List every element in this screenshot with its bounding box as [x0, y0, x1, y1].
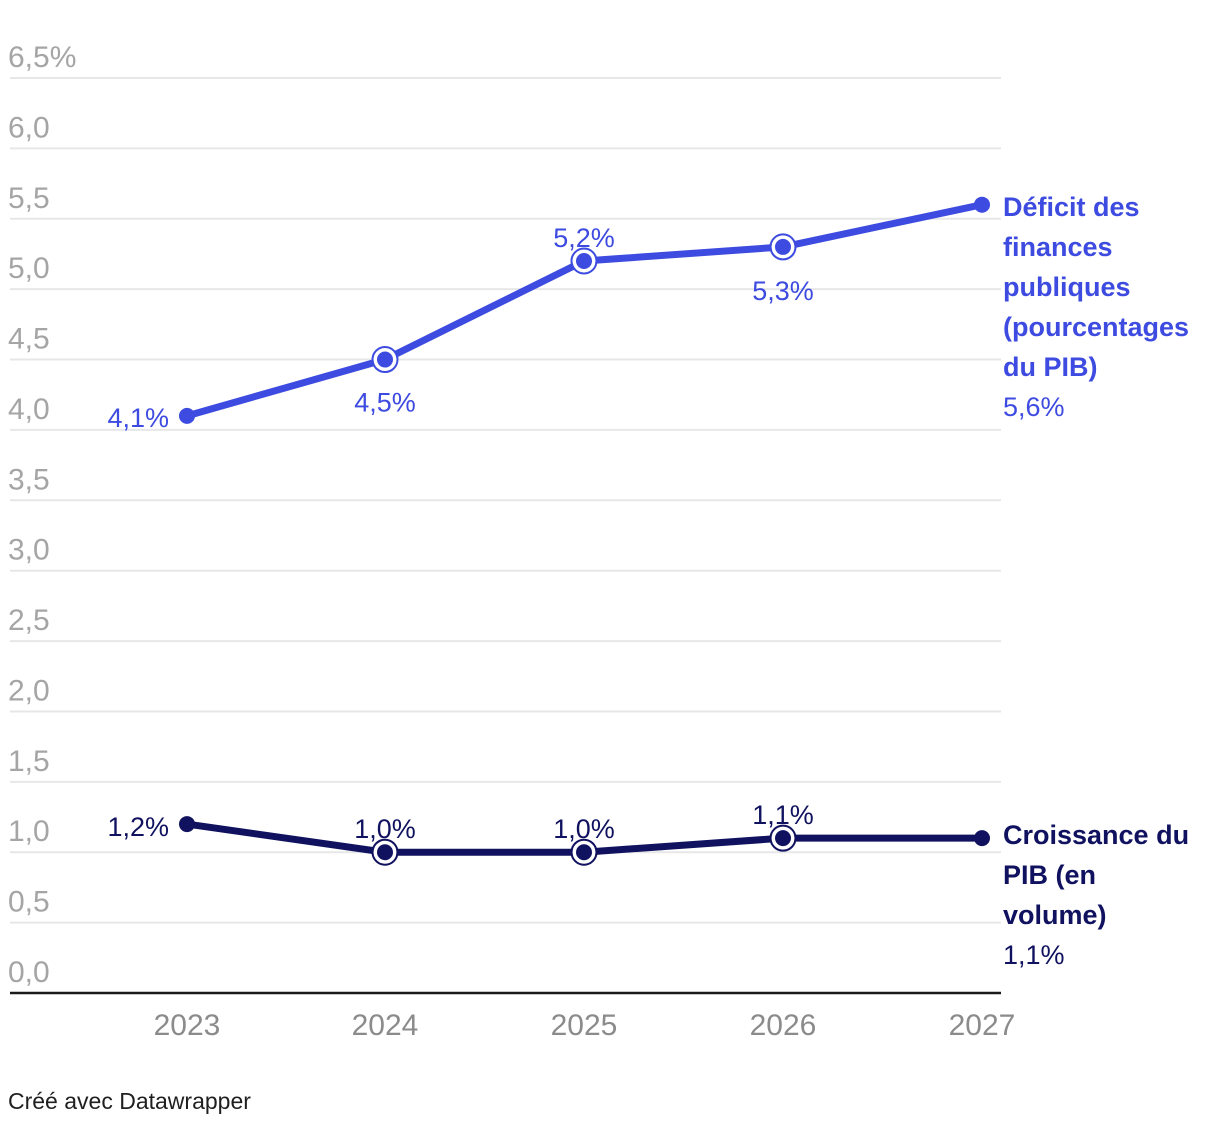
value-label-croissance-2024: 1,0% [354, 814, 416, 844]
series-legend-croissance: Croissance du PIB (en volume) 1,1% [1003, 815, 1220, 975]
value-label-deficit-2025: 5,2% [553, 223, 615, 253]
series-name-line: Croissance du [1003, 820, 1190, 850]
point-croissance-2025-ring [570, 838, 598, 866]
x-label-2023: 2023 [154, 1009, 221, 1042]
point-croissance-2027[interactable] [974, 830, 990, 847]
y-tick-label-4-0: 4,0 [8, 393, 50, 426]
point-croissance-2023[interactable] [179, 816, 195, 833]
y-tick-label-3-0: 3,0 [8, 534, 50, 567]
series-end-value-croissance: 1,1% [1003, 940, 1065, 970]
point-croissance-2024[interactable] [377, 844, 393, 861]
y-tick-label-5-0: 5,0 [8, 252, 50, 285]
y-tick-label-4-5: 4,5 [8, 323, 50, 356]
series-end-value-deficit: 5,6% [1003, 392, 1065, 422]
point-deficit-2024-ring [371, 346, 399, 374]
y-tick-label-3-5: 3,5 [8, 463, 50, 496]
series-name-line: publiques [1003, 272, 1131, 302]
point-deficit-2027[interactable] [974, 196, 990, 213]
y-tick-label-2-0: 2,0 [8, 674, 50, 707]
series-name-line: du PIB) [1003, 352, 1098, 382]
point-deficit-2025[interactable] [576, 253, 592, 270]
point-croissance-2026[interactable] [775, 830, 791, 847]
y-tick-label-1-5: 1,5 [8, 745, 50, 778]
value-label-deficit-2026: 5,3% [752, 276, 814, 306]
value-label-deficit-2024: 4,5% [354, 388, 416, 418]
series-name-line: (pourcentages [1003, 312, 1190, 342]
x-label-2026: 2026 [750, 1009, 817, 1042]
x-label-2025: 2025 [551, 1009, 618, 1042]
y-tick-label-2-5: 2,5 [8, 604, 50, 637]
point-deficit-2024[interactable] [377, 351, 393, 368]
point-croissance-2024-ring [371, 838, 399, 866]
value-label-croissance-2025: 1,0% [553, 814, 615, 844]
value-label-croissance-2026: 1,1% [752, 800, 814, 830]
y-tick-label-6-5-: 6,5% [8, 41, 76, 74]
y-tick-label-5-5: 5,5 [8, 182, 50, 215]
point-croissance-2025[interactable] [576, 844, 592, 861]
x-label-2024: 2024 [352, 1009, 419, 1042]
point-deficit-2025-ring [570, 247, 598, 275]
series-name-line: Déficit des [1003, 192, 1140, 222]
value-label-croissance-2023: 1,2% [107, 812, 169, 842]
value-label-deficit-2023: 4,1% [107, 403, 169, 433]
series-name-line: finances [1003, 232, 1113, 262]
y-tick-label-0-0: 0,0 [8, 956, 50, 989]
point-deficit-2026-ring [769, 233, 797, 261]
series-name-line: volume) [1003, 900, 1107, 930]
series-name-line: PIB (en [1003, 860, 1097, 890]
series-legend-deficit: Déficit des finances publiques (pourcent… [1003, 187, 1220, 427]
y-tick-label-1-0: 1,0 [8, 815, 50, 848]
point-deficit-2023[interactable] [179, 407, 195, 424]
y-tick-label-6-0: 6,0 [8, 111, 50, 144]
point-deficit-2026[interactable] [775, 238, 791, 255]
point-croissance-2026-ring [769, 824, 797, 852]
datawrapper-credit: Créé avec Datawrapper [8, 1088, 251, 1114]
x-label-2027: 2027 [949, 1009, 1016, 1042]
y-tick-label-0-5: 0,5 [8, 886, 50, 919]
